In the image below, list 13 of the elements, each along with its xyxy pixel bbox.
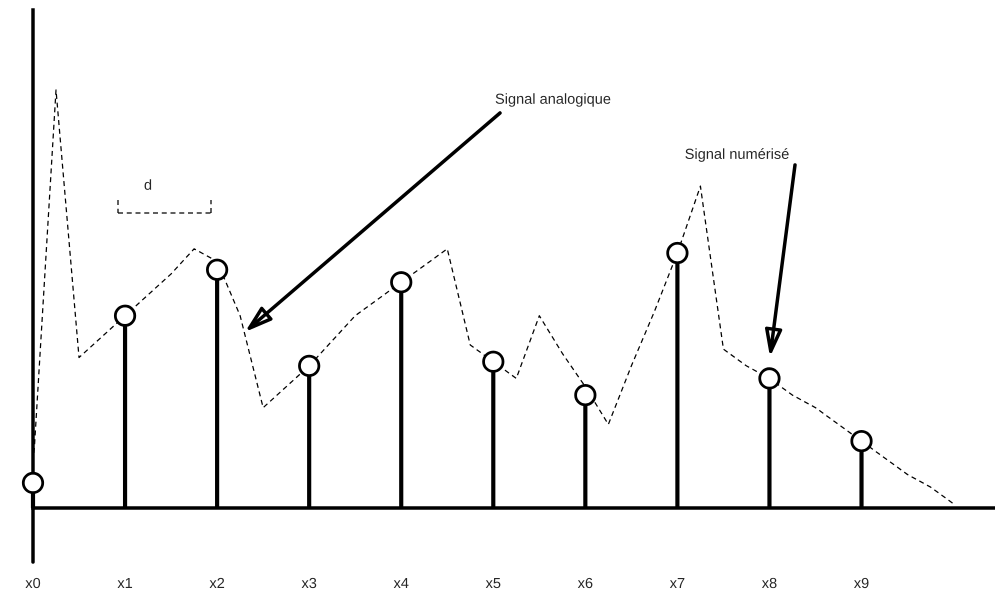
x-tick-label: x6 bbox=[578, 578, 592, 588]
annotation: d bbox=[144, 179, 152, 190]
x-tick-label: x5 bbox=[486, 578, 500, 588]
annotation: Signal numérisé bbox=[685, 148, 789, 162]
x-tick-label: x7 bbox=[670, 578, 684, 588]
annotation: Signal analogique bbox=[496, 93, 610, 107]
x-tick-label: x0 bbox=[25, 578, 40, 588]
x-tick-label: x2 bbox=[210, 578, 224, 588]
x-tick-label: x4 bbox=[394, 578, 409, 588]
x-tick-label: x1 bbox=[118, 578, 132, 588]
x-tick-label: x9 bbox=[854, 578, 869, 588]
x-tick-label: x8 bbox=[762, 578, 777, 588]
x-tick-label: x3 bbox=[302, 578, 316, 588]
